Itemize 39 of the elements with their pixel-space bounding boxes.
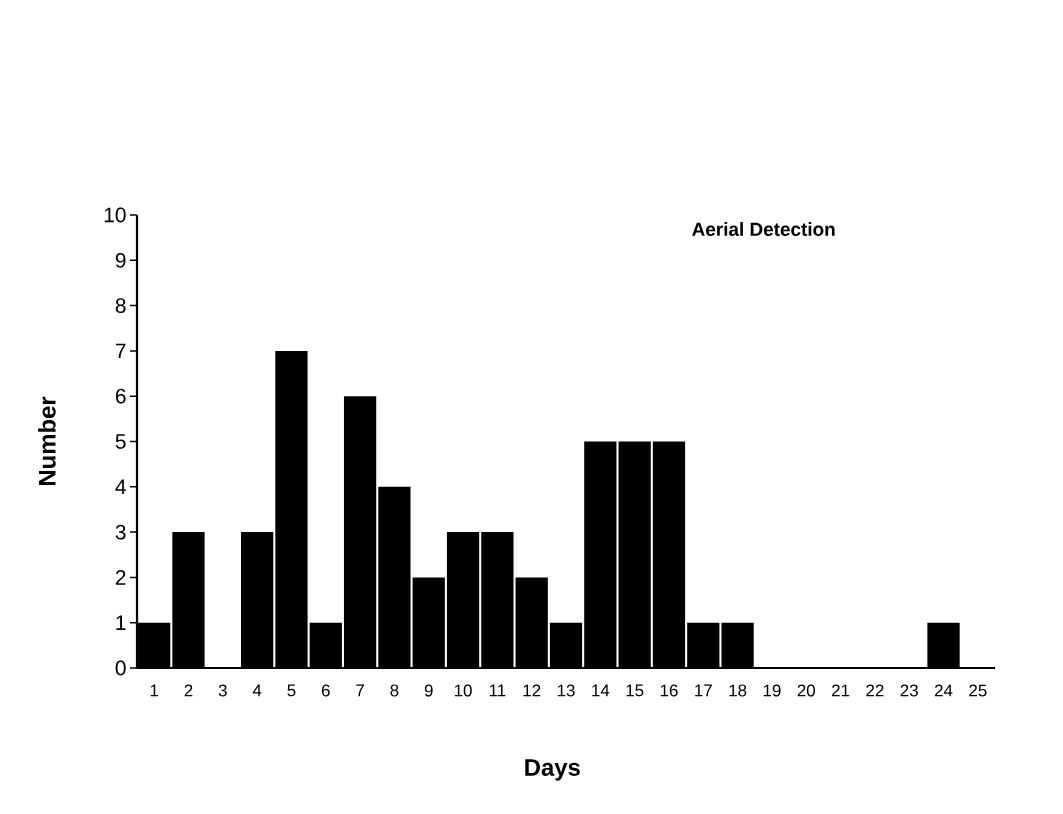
y-tick-label: 6 bbox=[115, 388, 126, 404]
x-tick-label: 3 bbox=[218, 684, 227, 697]
x-tick-label: 25 bbox=[969, 684, 987, 697]
x-tick-label: 21 bbox=[832, 684, 850, 697]
x-tick-label: 20 bbox=[797, 684, 816, 697]
y-tick-label: 3 bbox=[115, 524, 126, 540]
y-tick-label: 8 bbox=[115, 298, 126, 313]
y-tick-label: 7 bbox=[115, 343, 126, 359]
x-tick-label: 6 bbox=[321, 684, 330, 697]
y-axis-title: Number bbox=[38, 396, 56, 486]
x-tick-label: 24 bbox=[934, 684, 953, 697]
y-tick-label: 0 bbox=[115, 660, 126, 676]
x-tick-label: 13 bbox=[557, 684, 575, 697]
x-tick-label: 14 bbox=[592, 684, 610, 697]
x-tick-label: 11 bbox=[489, 684, 506, 697]
x-tick-label: 8 bbox=[390, 684, 399, 697]
y-tick-label: 10 bbox=[104, 207, 126, 223]
y-tick-label: 9 bbox=[115, 252, 126, 268]
x-axis-title: Days bbox=[525, 759, 580, 781]
x-tick-label: 7 bbox=[356, 684, 364, 697]
x-tick-label: 15 bbox=[626, 684, 644, 697]
x-tick-label: 19 bbox=[763, 684, 781, 697]
x-tick-label: 18 bbox=[729, 684, 747, 697]
x-tick-label: 1 bbox=[150, 684, 159, 697]
x-tick-label: 23 bbox=[900, 684, 918, 697]
x-tick-label: 16 bbox=[660, 684, 678, 697]
y-tick-label: 1 bbox=[116, 615, 126, 630]
annotation: Aerial Detection bbox=[692, 222, 835, 236]
x-tick-label: 5 bbox=[287, 684, 296, 697]
x-tick-label: 22 bbox=[866, 684, 884, 697]
y-tick-label: 2 bbox=[115, 570, 126, 585]
x-tick-label: 9 bbox=[424, 684, 433, 697]
y-tick-label: 4 bbox=[115, 479, 126, 494]
x-tick-label: 17 bbox=[695, 684, 712, 697]
x-tick-label: 4 bbox=[252, 684, 262, 697]
x-tick-label: 2 bbox=[184, 684, 193, 697]
x-tick-label: 12 bbox=[523, 684, 541, 697]
x-tick-label: 10 bbox=[454, 684, 472, 697]
y-tick-label: 5 bbox=[115, 434, 126, 449]
